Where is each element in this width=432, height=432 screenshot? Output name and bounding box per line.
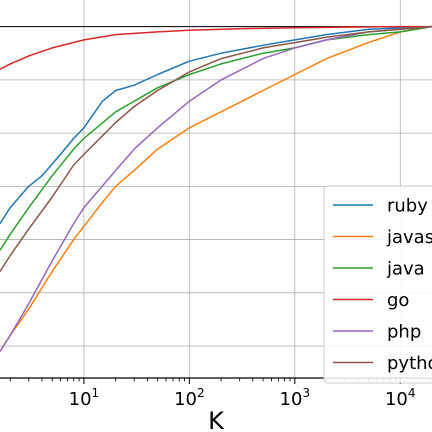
legend: ruby javascript java go php python [324,186,432,383]
legend-label-python: python [387,353,432,374]
legend-label-java: java [386,259,425,280]
x-axis-label: K [208,407,225,432]
legend-label-ruby: ruby [387,196,428,217]
legend-label-javascript: javascript [386,227,432,248]
legend-label-php: php [387,322,421,343]
legend-label-go: go [387,290,409,311]
